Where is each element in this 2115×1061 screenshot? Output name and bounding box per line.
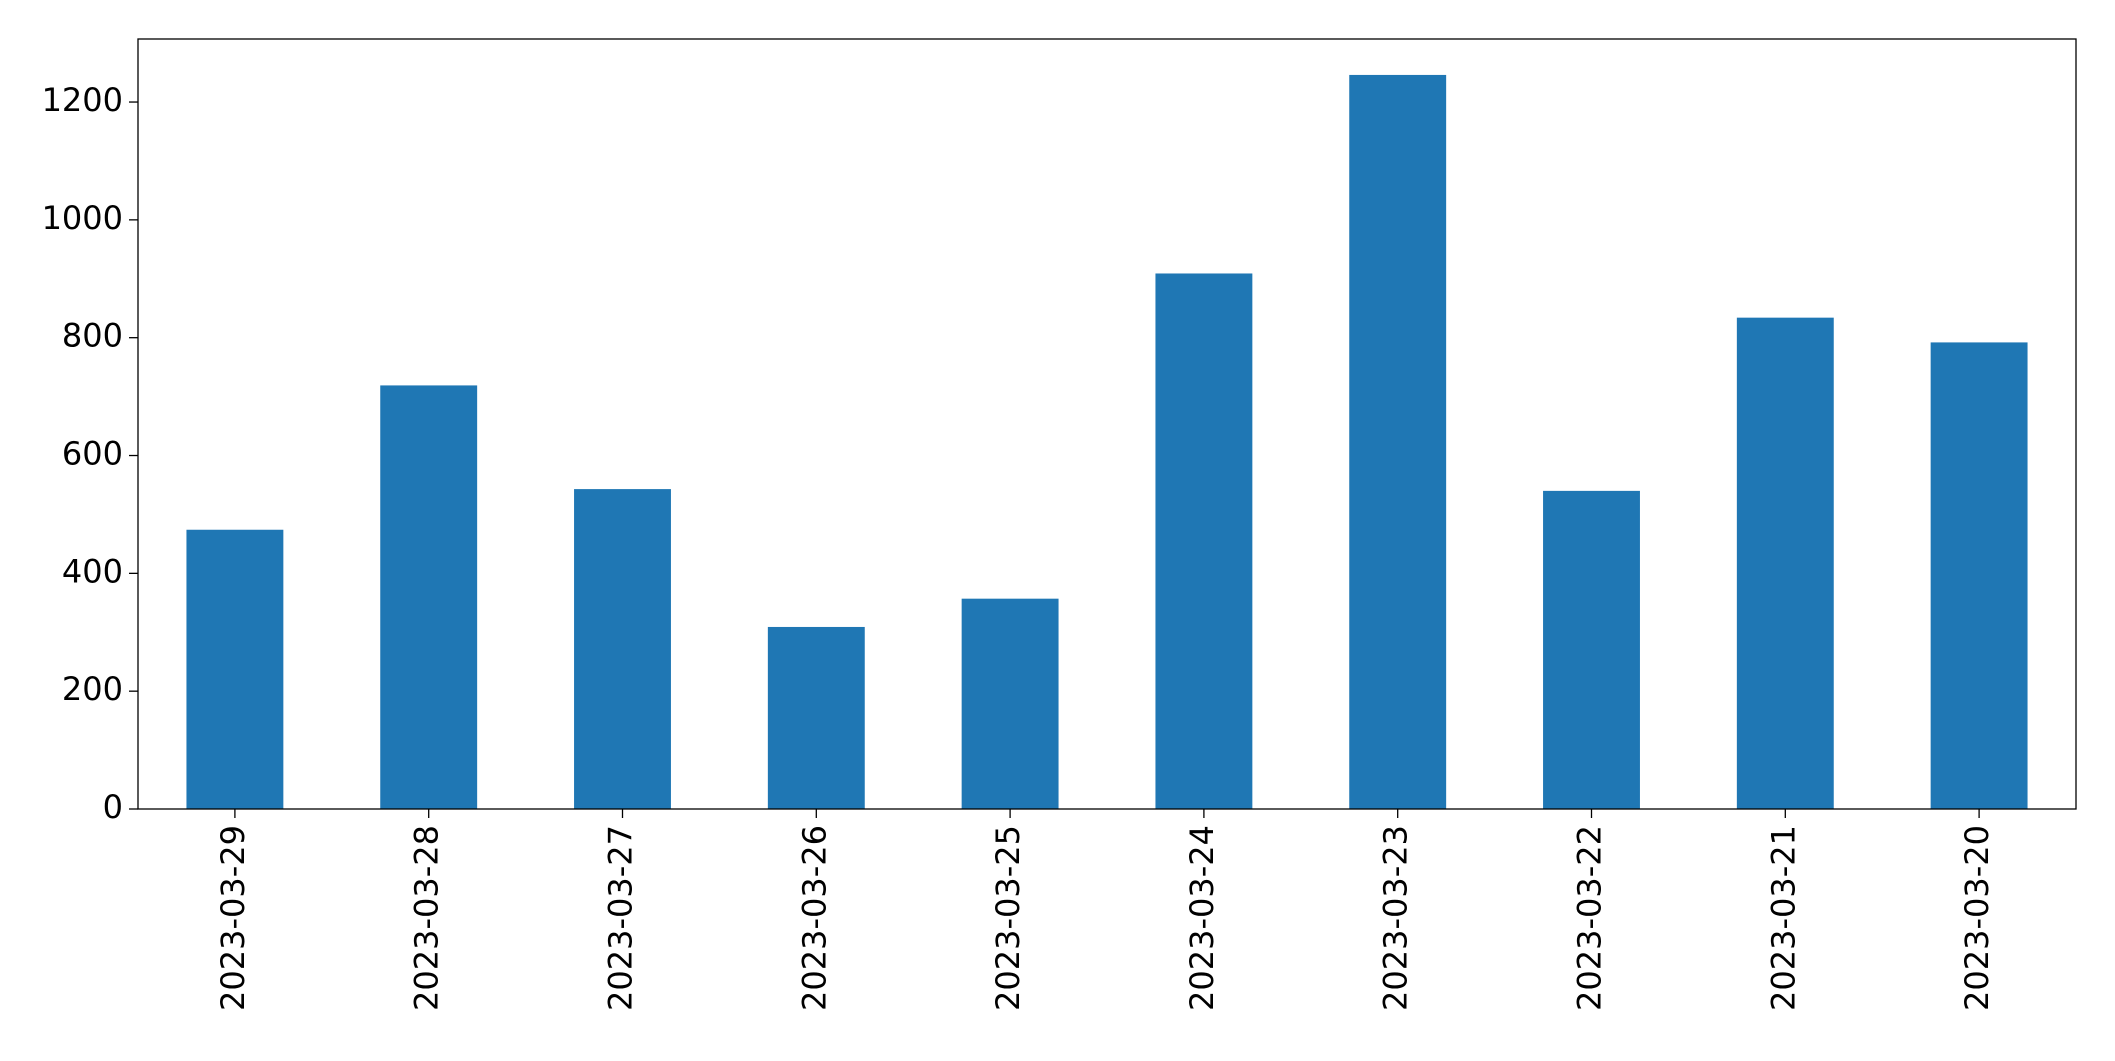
bar <box>1930 342 2028 809</box>
plot-frame <box>137 38 2077 810</box>
y-tick-label: 800 <box>62 317 123 355</box>
x-tick-label: 2023-03-20 <box>1958 825 1996 1011</box>
bar <box>1155 273 1253 809</box>
x-tick-label: 2023-03-23 <box>1377 825 1415 1011</box>
x-tick-label: 2023-03-29 <box>214 825 252 1011</box>
x-tick-label: 2023-03-28 <box>408 825 446 1011</box>
bar <box>380 385 478 809</box>
x-tick-label: 2023-03-26 <box>795 825 833 1011</box>
bar <box>574 489 671 809</box>
bar <box>961 598 1059 809</box>
y-tick-label: 1000 <box>42 199 123 237</box>
y-tick-label: 400 <box>62 552 123 590</box>
bar <box>1349 74 1447 810</box>
y-tick-label: 600 <box>62 435 123 473</box>
x-tick-label: 2023-03-21 <box>1764 825 1802 1011</box>
y-tick-label: 1200 <box>42 81 123 119</box>
x-tick-label: 2023-03-22 <box>1571 825 1609 1011</box>
x-tick-label: 2023-03-24 <box>1183 825 1221 1011</box>
x-tick-label: 2023-03-27 <box>602 825 640 1011</box>
bar <box>1736 317 1834 809</box>
y-tick-label: 200 <box>62 670 123 708</box>
y-tick-label: 0 <box>103 788 123 826</box>
bar <box>186 529 284 809</box>
bar <box>1543 490 1640 809</box>
x-tick-label: 2023-03-25 <box>989 825 1027 1011</box>
bar <box>767 626 865 809</box>
